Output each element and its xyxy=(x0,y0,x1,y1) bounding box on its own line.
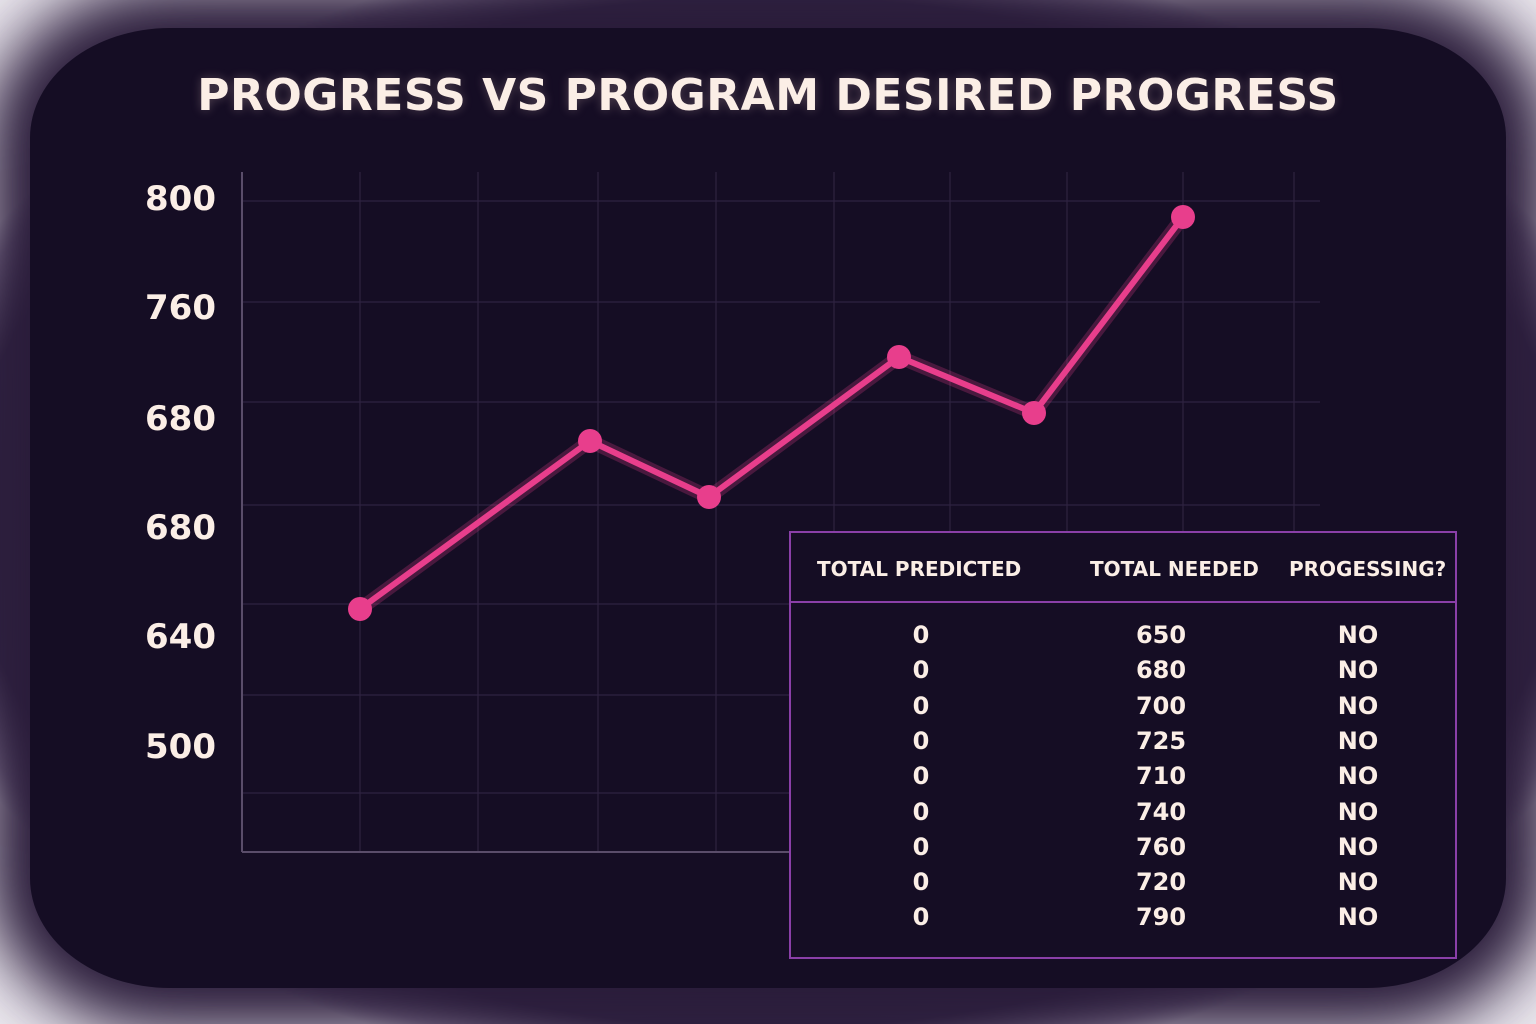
data-point xyxy=(1022,401,1046,425)
cell-total-predicted: 0 xyxy=(912,868,930,897)
table-row: 0 740 NO xyxy=(791,798,1455,833)
y-tick-label: 800 xyxy=(145,179,216,219)
cell-total-predicted: 0 xyxy=(912,797,930,826)
cell-total-needed: 650 xyxy=(1135,621,1187,649)
cell-total-needed: 740 xyxy=(1135,797,1187,826)
table-row: 0 790 NO xyxy=(791,903,1455,938)
header-total-predicted: TOTAL PREDICTED xyxy=(817,557,1022,581)
y-tick-label: 680 xyxy=(145,508,216,548)
cell-progressing: NO xyxy=(1337,656,1379,685)
chart-title: PROGRESS VS PROGRAM DESIRED PROGRESS xyxy=(197,70,1339,121)
data-table: TOTAL PREDICTED TOTAL NEEDED PROGESSING?… xyxy=(789,531,1457,959)
data-point xyxy=(1171,205,1195,229)
cell-total-needed: 680 xyxy=(1135,656,1187,685)
cell-total-needed: 760 xyxy=(1135,832,1187,861)
chart-axes xyxy=(241,172,800,853)
table-row: 0 760 NO xyxy=(791,833,1455,868)
series-path xyxy=(358,215,1186,612)
series-points xyxy=(348,205,1195,621)
table-row: 0 680 NO xyxy=(791,656,1455,691)
y-tick-label: 760 xyxy=(145,288,216,328)
header-progressing: PROGESSING? xyxy=(1289,557,1447,581)
cell-total-needed: 700 xyxy=(1135,691,1187,720)
cell-total-needed: 720 xyxy=(1135,868,1187,897)
table-header: TOTAL PREDICTED TOTAL NEEDED PROGESSING? xyxy=(791,533,1455,603)
cell-progressing: NO xyxy=(1337,903,1379,932)
cell-total-predicted: 0 xyxy=(912,762,930,791)
cell-total-predicted: 0 xyxy=(912,903,930,932)
data-point xyxy=(697,485,721,509)
data-point xyxy=(348,597,372,621)
data-point xyxy=(887,345,911,369)
cell-total-predicted: 0 xyxy=(912,691,930,720)
header-total-needed: TOTAL NEEDED xyxy=(1090,557,1259,581)
cell-total-needed: 790 xyxy=(1135,903,1187,932)
table-row: 0 700 NO xyxy=(791,692,1455,727)
y-tick-label: 640 xyxy=(145,617,216,657)
cell-progressing: NO xyxy=(1337,797,1379,826)
table-row: 0 720 NO xyxy=(791,868,1455,903)
table-row: 0 725 NO xyxy=(791,727,1455,762)
cell-total-predicted: 0 xyxy=(912,726,930,755)
cell-progressing: NO xyxy=(1337,832,1379,861)
cell-progressing: NO xyxy=(1337,762,1379,791)
cell-total-predicted: 0 xyxy=(912,832,930,861)
series-line xyxy=(355,212,1189,615)
cell-progressing: NO xyxy=(1337,691,1379,720)
cell-progressing: NO xyxy=(1337,726,1379,755)
cell-progressing: NO xyxy=(1337,621,1379,649)
table-row: 0 650 NO xyxy=(791,621,1455,656)
cell-total-predicted: 0 xyxy=(912,621,930,649)
y-tick-labels: 800 760 680 680 640 500 xyxy=(145,179,216,767)
y-tick-label: 680 xyxy=(145,399,216,439)
cell-progressing: NO xyxy=(1337,868,1379,897)
data-point xyxy=(578,429,602,453)
table-row: 0 710 NO xyxy=(791,762,1455,797)
cell-total-needed: 710 xyxy=(1135,762,1187,791)
cell-total-needed: 725 xyxy=(1135,726,1187,755)
cell-total-predicted: 0 xyxy=(912,656,930,685)
y-tick-label: 500 xyxy=(145,727,216,767)
